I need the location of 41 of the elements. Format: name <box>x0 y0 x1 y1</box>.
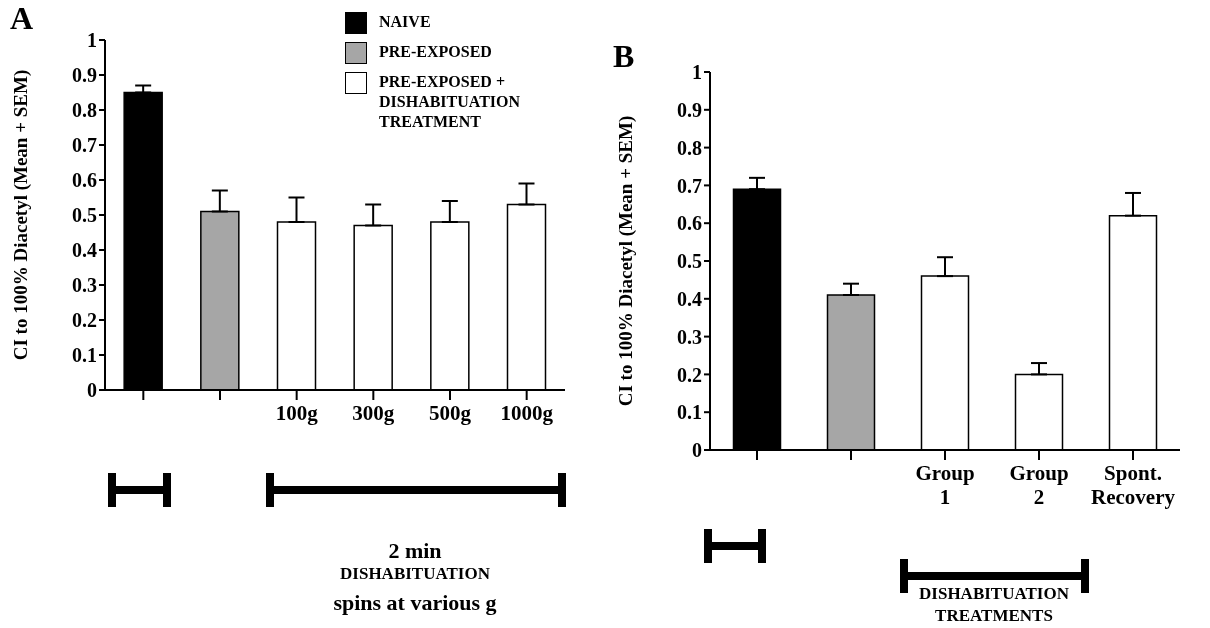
y-axis-title: CI to 100% Diacetyl (Mean + SEM) <box>614 115 637 407</box>
text: DISHABITUATION <box>339 564 491 584</box>
chart-title: A <box>10 0 34 37</box>
y-tick-label: 0 <box>692 439 702 462</box>
y-tick-label: 0 <box>87 379 97 402</box>
legend-label: PRE-EXPOSED + DISHABITUATION TREATMENT <box>379 72 522 132</box>
y-tick-label: 0.7 <box>677 174 702 197</box>
y-tick-label: 0.1 <box>677 401 702 424</box>
y-tick-label: 0.4 <box>677 287 702 310</box>
chart-title: B <box>613 38 635 75</box>
x-tick-label: 500g <box>429 401 472 425</box>
y-tick-label: 0.6 <box>677 212 702 235</box>
y-tick-label: 0.8 <box>72 99 97 122</box>
x-tick-label: Group 1 <box>915 461 975 509</box>
legend-label: NAIVE <box>379 12 431 32</box>
legend-label: PRE-EXPOSED <box>379 42 492 62</box>
x-tick-label: Spont. Recovery <box>1091 461 1176 509</box>
text: TREATMENTS <box>934 606 1054 626</box>
y-tick-label: 0.6 <box>72 169 97 192</box>
text: DISHABITUATION <box>918 584 1070 604</box>
y-tick-label: 0.7 <box>72 134 97 157</box>
x-tick-label: 300g <box>352 401 395 425</box>
text: 2 min <box>387 538 443 564</box>
y-tick-label: 0.5 <box>677 250 702 273</box>
y-tick-label: 1 <box>692 61 702 84</box>
y-axis-title: CI to 100% Diacetyl (Mean + SEM) <box>9 69 32 361</box>
y-tick-label: 0.9 <box>72 64 97 87</box>
x-tick-label: 100g <box>275 401 319 425</box>
y-tick-label: 0.3 <box>677 325 702 348</box>
y-tick-label: 0.9 <box>677 98 702 121</box>
x-tick-label: 1000g <box>500 401 554 425</box>
y-tick-label: 0.4 <box>72 239 97 262</box>
text: spins at various g <box>332 590 498 616</box>
y-tick-label: 0.8 <box>677 136 702 159</box>
y-tick-label: 1 <box>87 29 97 52</box>
y-tick-label: 0.3 <box>72 274 97 297</box>
y-tick-label: 0.2 <box>677 363 702 386</box>
y-tick-label: 0.2 <box>72 309 97 332</box>
y-tick-label: 0.5 <box>72 204 97 227</box>
y-tick-label: 0.1 <box>72 344 97 367</box>
x-tick-label: Group 2 <box>1009 461 1069 509</box>
